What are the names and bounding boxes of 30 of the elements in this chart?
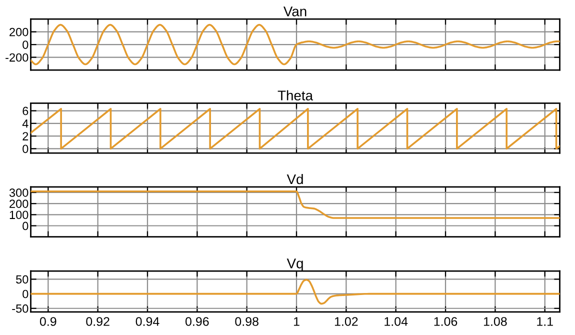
x-tick-label: 0.96: [185, 317, 209, 326]
y-tick-label: 6: [22, 106, 28, 116]
y-tick-label: 100: [10, 210, 28, 220]
x-tick-label: 1.04: [384, 317, 408, 326]
chart-title: Theta: [278, 90, 314, 100]
line-series: [30, 108, 560, 150]
x-tick-label: 1.06: [434, 317, 458, 326]
chart-title: Vq: [286, 258, 303, 272]
x-tick-label: 1: [294, 317, 300, 326]
y-tick-label: 0: [22, 290, 28, 298]
x-tick-label: 0.98: [235, 317, 258, 326]
y-tick-label: 200: [10, 200, 28, 208]
x-tick-label: 0.92: [86, 317, 110, 326]
y-tick-label: 4: [22, 120, 28, 128]
x-tick-label: 1.02: [334, 317, 358, 326]
y-tick-label: -50: [12, 304, 28, 313]
y-tick-label: 0: [22, 40, 28, 49]
y-tick-label: 0: [22, 222, 28, 230]
x-tick-label: 0.94: [136, 317, 160, 326]
x-tick-label: 1.08: [484, 317, 507, 326]
y-tick-label: 0: [22, 144, 28, 154]
chart-title: Vd: [286, 174, 303, 184]
chart-title: Van: [283, 6, 306, 16]
y-tick-label: 200: [10, 28, 28, 36]
y-tick-label: 300: [9, 188, 28, 197]
y-tick-label: -200: [6, 53, 28, 62]
x-tick-label: 1.1: [537, 317, 553, 326]
x-tick-label: 0.9: [40, 317, 56, 326]
y-tick-label: 2: [22, 132, 28, 140]
y-tick-label: 50: [16, 275, 28, 284]
